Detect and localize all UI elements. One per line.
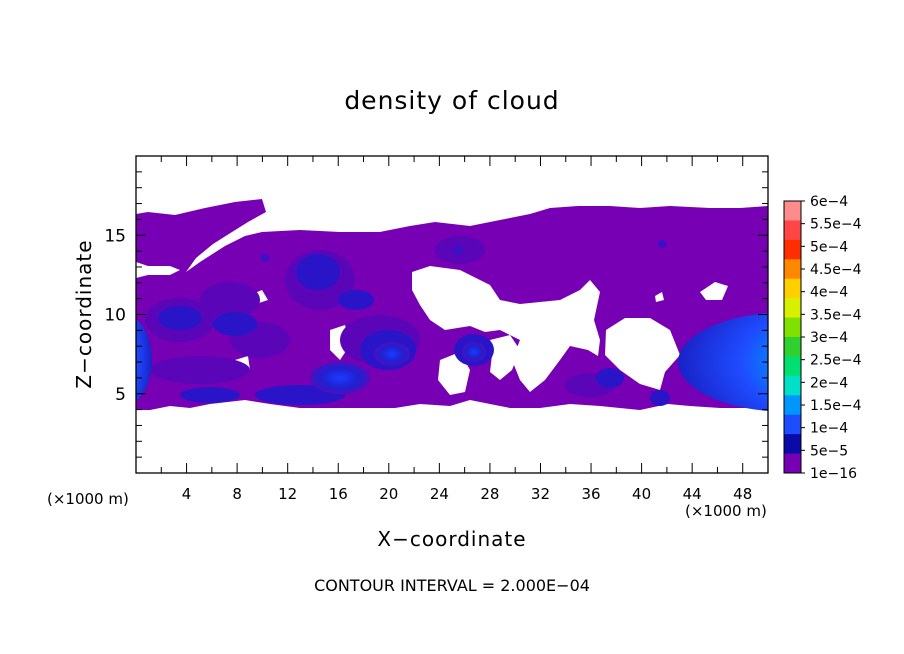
colorbar-swatch	[784, 453, 801, 474]
colorbar-swatch	[784, 298, 801, 319]
colorbar-label: 6e−4	[810, 194, 848, 210]
colorbar-swatch	[784, 414, 801, 435]
colorbar-label: 2e−4	[810, 375, 848, 391]
colorbar-swatch	[784, 317, 801, 338]
colorbar-label: 5e−5	[810, 443, 848, 459]
colorbar-swatch	[784, 337, 801, 357]
colorbar-label: 4.5e−4	[810, 262, 862, 278]
x-tick-labels: 4 8 12 16 20 24 28 32 36 40 44 48	[182, 485, 752, 503]
colorbar-swatch	[784, 395, 801, 416]
colorbar-label: 5.5e−4	[810, 217, 862, 233]
x-tick-label: 36	[581, 485, 600, 503]
colorbar-label: 5e−4	[810, 239, 848, 255]
colorbar-label: 1.5e−4	[810, 398, 862, 414]
x-tick-label: 16	[329, 485, 348, 503]
colorbar-swatch	[784, 239, 801, 260]
y-tick-label: 10	[104, 306, 126, 326]
x-tick-label: 48	[733, 485, 752, 503]
x-tick-label: 32	[531, 485, 550, 503]
chart-title: density of cloud	[344, 86, 560, 115]
y-tick-label: 15	[104, 226, 126, 246]
frame-ticks	[136, 156, 768, 473]
x-unit-label-left: (×1000 m)	[47, 490, 129, 508]
y-tick-label: 5	[115, 385, 126, 405]
colorbar	[783, 200, 805, 474]
colorbar-swatch	[784, 278, 801, 299]
colorbar-swatch	[784, 356, 801, 377]
x-axis-label: X−coordinate	[377, 527, 527, 551]
colorbar-label: 4e−4	[810, 285, 848, 301]
y-axis-label: Z−coordinate	[72, 239, 96, 389]
x-tick-label: 12	[278, 485, 297, 503]
colorbar-swatch	[784, 220, 801, 241]
colorbar-label: 2.5e−4	[810, 353, 862, 369]
x-tick-label: 40	[632, 485, 651, 503]
y-tick-labels: 5 10 15	[104, 226, 126, 405]
x-tick-label: 20	[379, 485, 398, 503]
colorbar-swatch	[784, 201, 801, 221]
colorbar-swatch	[784, 259, 801, 280]
x-unit-label-right: (×1000 m)	[685, 502, 767, 520]
colorbar-label: 3e−4	[810, 330, 848, 346]
x-tick-label: 44	[683, 485, 702, 503]
cloud-density-field	[136, 199, 768, 412]
contour-interval-note: CONTOUR INTERVAL = 2.000E−04	[314, 576, 590, 595]
x-tick-label: 8	[232, 485, 242, 503]
x-tick-label: 28	[480, 485, 499, 503]
x-tick-label: 24	[430, 485, 449, 503]
colorbar-swatch	[784, 434, 801, 455]
colorbar-label: 1e−16	[810, 466, 857, 482]
colorbar-labels: 6e−4 5.5e−4 5e−4 4.5e−4 4e−4 3.5e−4 3e−4 2.5e−4…	[810, 194, 862, 482]
colorbar-label: 3.5e−4	[810, 307, 862, 323]
colorbar-swatch	[784, 375, 801, 396]
colorbar-label: 1e−4	[810, 421, 848, 437]
x-tick-label: 4	[182, 485, 192, 503]
